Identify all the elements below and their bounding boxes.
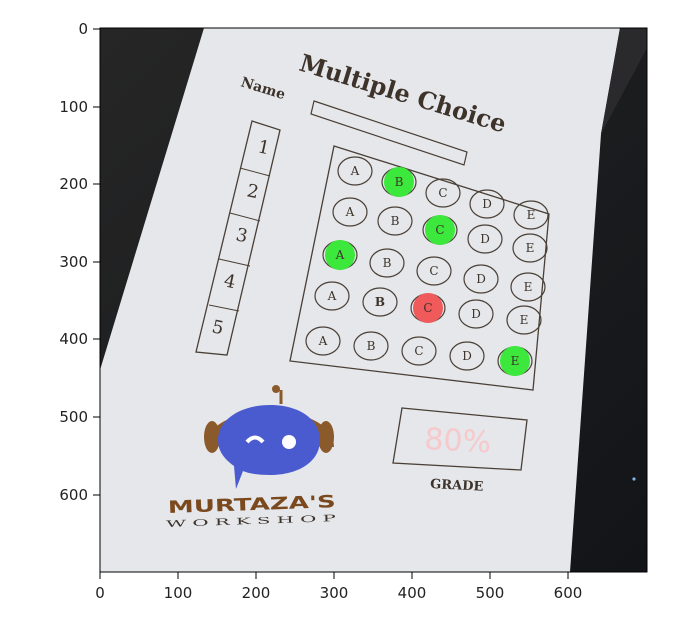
photo-image: Multiple Choice Name 1 2 3 4 5 ABCDEABCD… [100, 28, 647, 572]
x-tick-label: 600 [554, 584, 583, 602]
answer-bubble [513, 200, 549, 230]
antenna-knob [272, 385, 280, 393]
answer-bubble [332, 197, 368, 227]
bubble-letter: C [429, 264, 438, 278]
headphone-right [318, 421, 334, 453]
bubble-letter: D [462, 349, 472, 363]
question-number: 1 [256, 136, 272, 159]
y-tick-label: 300 [59, 253, 88, 271]
answer-bubble [425, 178, 461, 208]
answer-grid-box [289, 145, 550, 391]
correct-mark [325, 240, 355, 270]
question-number: 3 [234, 224, 250, 247]
grade-value: 80% [424, 422, 492, 460]
question-number: 4 [222, 270, 238, 293]
bubble-letter: C [435, 223, 444, 237]
grade-box [392, 407, 528, 471]
x-tick-label: 300 [320, 584, 349, 602]
correct-mark [500, 346, 530, 376]
divider [218, 258, 251, 267]
bubble-letter: A [335, 248, 345, 262]
answer-bubble [463, 264, 499, 294]
bubble-letter: D [476, 272, 486, 286]
bubble-letter: E [527, 208, 536, 222]
answer-bubble [469, 189, 505, 219]
name-field [310, 100, 468, 166]
axes-frame [99, 27, 648, 573]
x-tick-label: 100 [164, 584, 193, 602]
question-number: 5 [210, 316, 226, 339]
dust-speck [632, 477, 636, 481]
y-tick-label: 500 [59, 408, 88, 426]
bubble-letter: B [391, 214, 400, 228]
bubble-letter: E [526, 241, 535, 255]
answer-bubble [369, 248, 405, 278]
bubble-letter: E [520, 313, 529, 327]
grade-label: GRADE [430, 477, 484, 495]
bubble-letter: A [327, 289, 337, 303]
x-tick-label: 0 [95, 584, 105, 602]
bubble-letter: B [383, 256, 392, 270]
answer-bubble [353, 331, 389, 361]
bubble-letter: C [414, 344, 423, 358]
bubble-letter: D [482, 197, 492, 211]
headphone-left [204, 421, 220, 453]
bubble-letter: C [423, 301, 432, 315]
y-tick-label: 400 [59, 330, 88, 348]
answer-bubble [314, 281, 350, 311]
answer-bubble [401, 336, 437, 366]
answer-bubble [458, 299, 494, 329]
robot-head-icon [218, 405, 320, 489]
divider [239, 167, 271, 177]
bubble-letter: D [480, 232, 490, 246]
y-axis: 0 100 200 300 400 500 600 [59, 20, 100, 504]
answer-bubble [337, 156, 373, 186]
wrong-mark [413, 293, 443, 323]
answer-bubble [416, 256, 452, 286]
bubble-letter: A [318, 334, 328, 348]
paper-shadow-edge [601, 28, 647, 134]
answer-bubble [506, 305, 542, 335]
answer-bubble [510, 272, 546, 302]
x-tick-label: 200 [242, 584, 271, 602]
y-tick-label: 100 [59, 98, 88, 116]
answer-bubble [512, 233, 548, 263]
robot-eye [282, 435, 296, 449]
bubble-letter: E [524, 280, 533, 294]
x-tick-label: 500 [476, 584, 505, 602]
bubble-letter: E [511, 354, 520, 368]
bubble-letter: A [345, 205, 355, 219]
bubble-letter: B [395, 175, 404, 189]
y-tick-label: 0 [78, 20, 88, 38]
answer-bubble [362, 287, 398, 317]
workshop-logo: MURTAZA'S W O R K S H O P [166, 385, 336, 530]
answer-bubble [449, 341, 485, 371]
y-tick-label: 600 [59, 486, 88, 504]
answer-bubble [467, 224, 503, 254]
bubble-letter: A [350, 164, 360, 178]
divider [208, 304, 240, 312]
bubble-letter: D [471, 307, 481, 321]
x-tick-label: 400 [398, 584, 427, 602]
question-number: 2 [245, 180, 261, 203]
correct-mark [384, 167, 414, 197]
answer-bubble [305, 326, 341, 356]
divider [229, 212, 261, 222]
x-axis: 0 100 200 300 400 500 600 [95, 572, 582, 602]
answer-bubbles: A B C D E A B C D E A B C D E A B C D E A B C D E [305, 156, 549, 376]
wink-eye [245, 435, 265, 444]
bubble-letter: C [438, 186, 447, 200]
question-number-column: 1 2 3 4 5 [195, 120, 281, 356]
bubble-letter: B [375, 295, 385, 309]
correct-mark [425, 215, 455, 245]
y-tick-label: 200 [59, 175, 88, 193]
bubble-letter: B [367, 339, 376, 353]
question-number-box [195, 120, 281, 356]
answer-bubble [377, 206, 413, 236]
